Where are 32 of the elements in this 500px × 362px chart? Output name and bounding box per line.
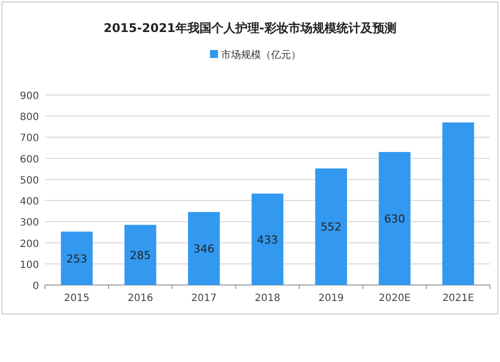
data-label: 630 — [384, 212, 406, 226]
data-label: 433 — [257, 233, 278, 246]
y-tick-label: 900 — [20, 91, 39, 102]
y-tick-label: 300 — [20, 218, 39, 229]
x-tick-label: 2017 — [191, 293, 217, 304]
x-tick-label: 2018 — [254, 293, 280, 304]
y-tick-label: 800 — [20, 112, 39, 124]
bar — [188, 212, 220, 285]
y-tick-label: 400 — [20, 196, 39, 208]
bar — [442, 122, 474, 285]
y-tick-label: 0 — [32, 281, 39, 292]
legend-label: 市场规模（亿元） — [221, 49, 301, 61]
bar — [60, 232, 93, 285]
y-tick-label: 100 — [20, 260, 39, 271]
bar — [124, 224, 156, 285]
data-label: 552 — [320, 220, 342, 234]
data-label: 285 — [130, 248, 151, 262]
y-tick-label: 200 — [20, 238, 39, 250]
y-tick-label: 500 — [20, 175, 39, 186]
data-label: 253 — [66, 252, 88, 266]
x-tick-label: 2021E — [442, 293, 474, 304]
x-tick-label: 2020E — [378, 293, 411, 304]
x-tick-label: 2016 — [128, 293, 154, 304]
bar — [252, 194, 284, 285]
y-tick-label: 600 — [20, 154, 39, 166]
bar — [378, 152, 411, 285]
x-tick-label: 2015 — [64, 293, 90, 304]
y-tick-label: 700 — [20, 133, 39, 144]
chart-title: 2015-2021年我国个人护理-彩妆市场规模统计及预测 — [104, 21, 396, 35]
bar — [315, 168, 347, 285]
x-tick-label: 2019 — [318, 293, 344, 304]
data-label: 346 — [193, 242, 214, 256]
